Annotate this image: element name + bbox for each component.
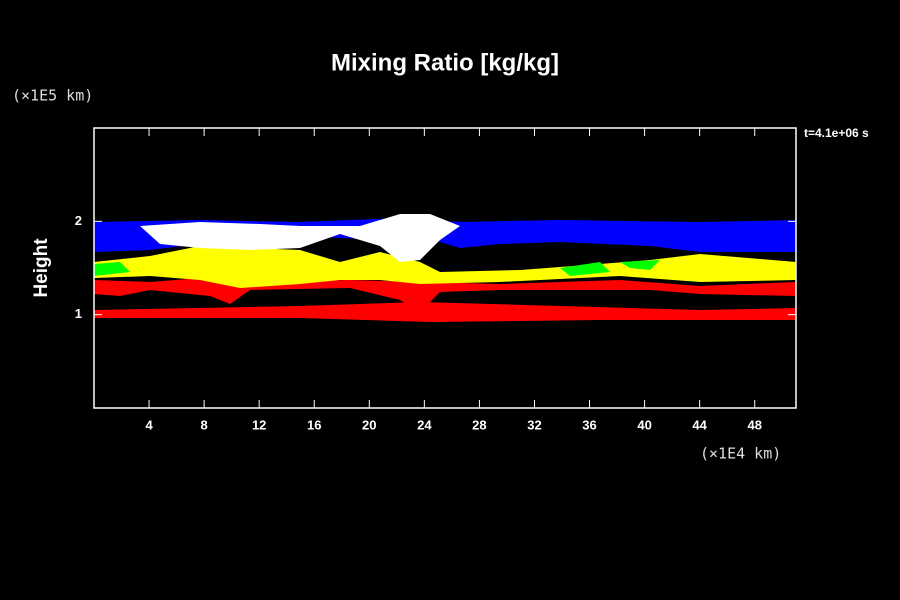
x-tick-label: 36 xyxy=(582,417,596,432)
y-tick-label: 2 xyxy=(75,213,82,228)
field xyxy=(94,214,796,322)
x-tick-label: 48 xyxy=(747,417,761,432)
x-tick-label: 20 xyxy=(362,417,376,432)
field-region xyxy=(94,278,796,312)
time-annotation: t=4.1e+06 s xyxy=(804,126,869,140)
x-tick-label: 28 xyxy=(472,417,486,432)
x-tick-label: 12 xyxy=(252,417,266,432)
field-region xyxy=(94,246,796,288)
y-tick-label: 1 xyxy=(75,306,82,321)
y-unit-label: (×1E5 km) xyxy=(12,87,93,105)
x-tick-label: 32 xyxy=(527,417,541,432)
plot-frame xyxy=(93,127,797,409)
x-tick-label: 44 xyxy=(692,417,707,432)
x-tick-label: 24 xyxy=(417,417,432,432)
field-region xyxy=(94,302,796,322)
x-tick-label: 4 xyxy=(145,417,153,432)
x-tick-label: 16 xyxy=(307,417,321,432)
x-tick-label: 8 xyxy=(201,417,208,432)
y-axis-label: Height xyxy=(31,238,52,298)
x-unit-label: (×1E4 km) xyxy=(700,445,781,463)
field-region xyxy=(140,214,460,262)
chart-title: Mixing Ratio [kg/kg] xyxy=(331,49,559,76)
x-tick-label: 40 xyxy=(637,417,651,432)
